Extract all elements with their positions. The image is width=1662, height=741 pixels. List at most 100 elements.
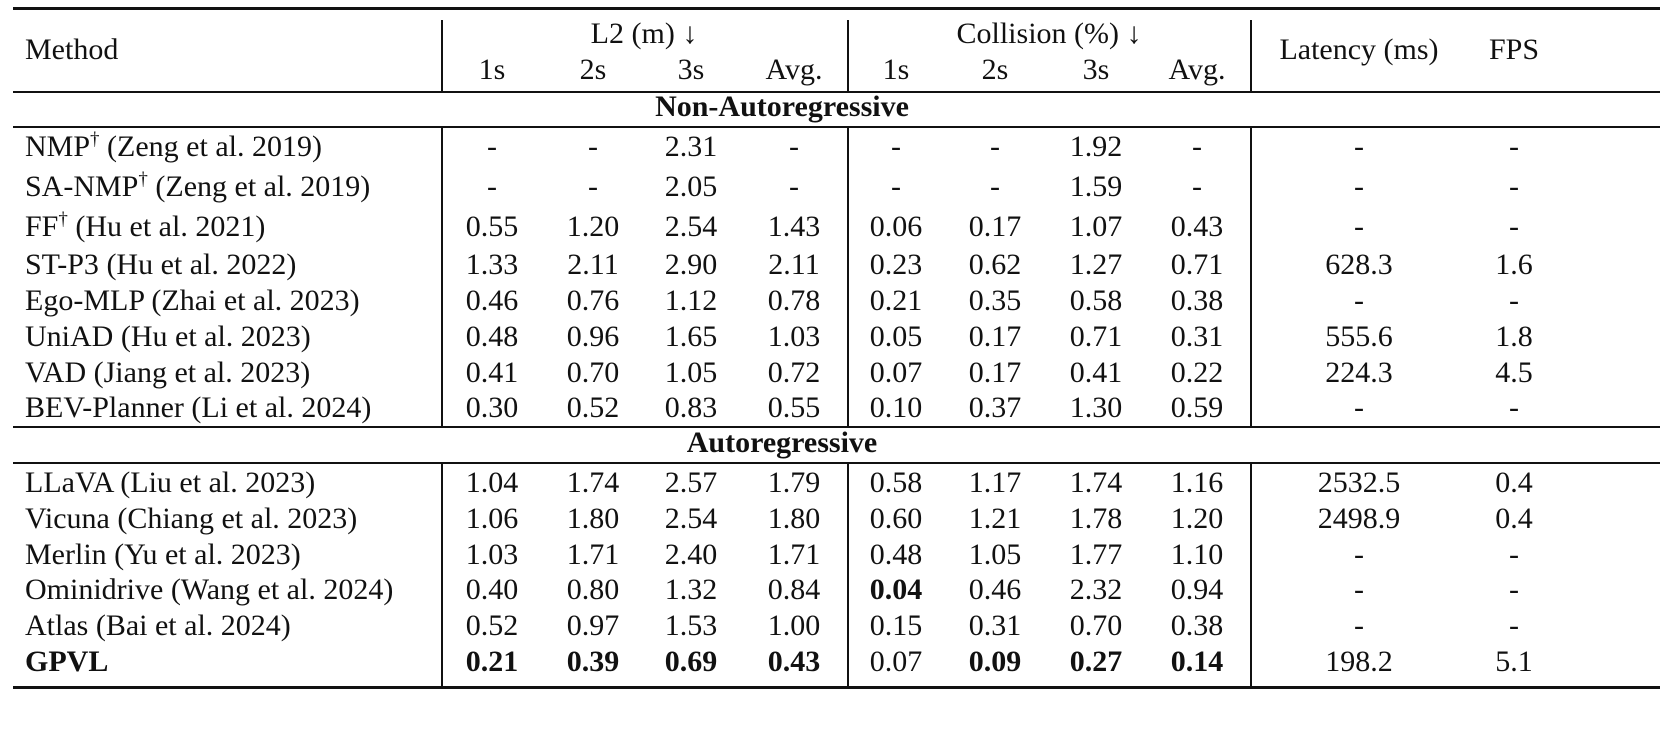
latency-value: - xyxy=(1354,609,1364,642)
collision-value: 0.05 xyxy=(869,320,923,353)
l2-value: 2.90 xyxy=(664,248,718,281)
citation: (Hu et al. 2021) xyxy=(75,210,266,243)
method-header: Method xyxy=(25,33,119,66)
collision-group-header: Collision (%) ↓ xyxy=(956,17,1142,50)
fps-value: - xyxy=(1509,538,1519,571)
header-rule xyxy=(13,91,1660,93)
method-label: GPVL xyxy=(25,645,109,678)
collision-value: 0.04 xyxy=(869,573,923,606)
l2-value: 0.70 xyxy=(566,356,620,389)
l2-value: 2.54 xyxy=(664,210,718,243)
method-name: Ego-MLP (Zhai et al. 2023) xyxy=(25,284,360,318)
method-label: FF xyxy=(25,210,59,243)
l2-value: 1.71 xyxy=(767,538,821,571)
l2-value: - xyxy=(789,130,799,163)
l2-value: 0.43 xyxy=(767,645,821,678)
l2-value: 1.05 xyxy=(664,356,718,389)
l2-value: 0.83 xyxy=(664,391,718,424)
latency-value: 224.3 xyxy=(1325,356,1393,389)
collision-value: 0.38 xyxy=(1170,284,1224,317)
collision-value: 0.10 xyxy=(869,391,923,424)
citation: (Bai et al. 2024) xyxy=(95,609,291,642)
collision-value: 0.43 xyxy=(1170,210,1224,243)
collision-value: 1.07 xyxy=(1069,210,1123,243)
citation: (Hu et al. 2022) xyxy=(106,248,297,281)
collision-value: 0.07 xyxy=(869,645,923,678)
sub-column-header: 1s xyxy=(478,53,506,86)
fps-value: 5.1 xyxy=(1495,645,1533,678)
collision-value: 1.05 xyxy=(968,538,1022,571)
citation: (Liu et al. 2023) xyxy=(120,466,316,499)
bottom-rule xyxy=(13,686,1660,689)
collision-value: 0.38 xyxy=(1170,609,1224,642)
collision-value: 0.94 xyxy=(1170,573,1224,606)
l2-value: 1.03 xyxy=(767,320,821,353)
col-divider xyxy=(847,463,849,686)
sub-column-header: Avg. xyxy=(1168,53,1226,86)
collision-value: 0.71 xyxy=(1069,320,1123,353)
l2-value: 0.96 xyxy=(566,320,620,353)
collision-value: 0.09 xyxy=(968,645,1022,678)
collision-value: - xyxy=(891,130,901,163)
method-name: VAD (Jiang et al. 2023) xyxy=(25,356,310,390)
collision-value: 1.78 xyxy=(1069,502,1123,535)
collision-value: 1.92 xyxy=(1069,130,1123,163)
collision-value: - xyxy=(990,170,1000,203)
l2-value: 0.78 xyxy=(767,284,821,317)
sub-column-header: Avg. xyxy=(765,53,823,86)
citation: (Jiang et al. 2023) xyxy=(93,356,311,389)
l2-value: 1.32 xyxy=(664,573,718,606)
collision-value: 0.31 xyxy=(968,609,1022,642)
collision-value: - xyxy=(1192,170,1202,203)
l2-value: - xyxy=(789,170,799,203)
citation: (Chiang et al. 2023) xyxy=(117,502,358,535)
method-name: UniAD (Hu et al. 2023) xyxy=(25,320,311,354)
method-label: Ego-MLP xyxy=(25,284,144,317)
citation: (Hu et al. 2023) xyxy=(120,320,311,353)
collision-value: 1.59 xyxy=(1069,170,1123,203)
l2-value: 1.74 xyxy=(566,466,620,499)
collision-value: 0.06 xyxy=(869,210,923,243)
collision-value: 0.48 xyxy=(869,538,923,571)
l2-value: 0.55 xyxy=(767,391,821,424)
method-name: Ominidrive (Wang et al. 2024) xyxy=(25,573,393,607)
section-rule-2 xyxy=(13,462,1660,464)
l2-value: 1.06 xyxy=(465,502,519,535)
method-label: Ominidrive xyxy=(25,573,164,606)
section-title: Non-Autoregressive xyxy=(655,90,909,123)
l2-value: 1.53 xyxy=(664,609,718,642)
citation: (Wang et al. 2024) xyxy=(170,573,394,606)
col-divider xyxy=(847,20,849,91)
collision-value: - xyxy=(1192,130,1202,163)
l2-value: 2.54 xyxy=(664,502,718,535)
collision-value: 0.59 xyxy=(1170,391,1224,424)
method-name: FF† (Hu et al. 2021) xyxy=(25,210,265,244)
fps-value: - xyxy=(1509,284,1519,317)
collision-value: 0.17 xyxy=(968,210,1022,243)
sub-column-header: 1s xyxy=(882,53,910,86)
method-name: Atlas (Bai et al. 2024) xyxy=(25,609,291,643)
collision-value: 0.23 xyxy=(869,248,923,281)
l2-value: 2.11 xyxy=(567,248,619,281)
method-name: Vicuna (Chiang et al. 2023) xyxy=(25,502,357,536)
col-divider xyxy=(847,127,849,426)
fps-value: - xyxy=(1509,573,1519,606)
fps-value: 1.8 xyxy=(1495,320,1533,353)
col-divider xyxy=(1250,127,1252,426)
collision-value: 0.60 xyxy=(869,502,923,535)
latency-value: 555.6 xyxy=(1325,320,1393,353)
collision-value: 1.77 xyxy=(1069,538,1123,571)
sub-column-header: 3s xyxy=(1082,53,1110,86)
l2-value: 0.72 xyxy=(767,356,821,389)
l2-value: 0.30 xyxy=(465,391,519,424)
collision-value: 0.35 xyxy=(968,284,1022,317)
collision-value: 1.21 xyxy=(968,502,1022,535)
collision-value: 1.74 xyxy=(1069,466,1123,499)
fps-value: 0.4 xyxy=(1495,502,1533,535)
fps-value: - xyxy=(1509,170,1519,203)
latency-value: - xyxy=(1354,170,1364,203)
collision-value: 0.17 xyxy=(968,320,1022,353)
l2-value: 1.03 xyxy=(465,538,519,571)
collision-value: 0.41 xyxy=(1069,356,1123,389)
latency-value: 628.3 xyxy=(1325,248,1393,281)
